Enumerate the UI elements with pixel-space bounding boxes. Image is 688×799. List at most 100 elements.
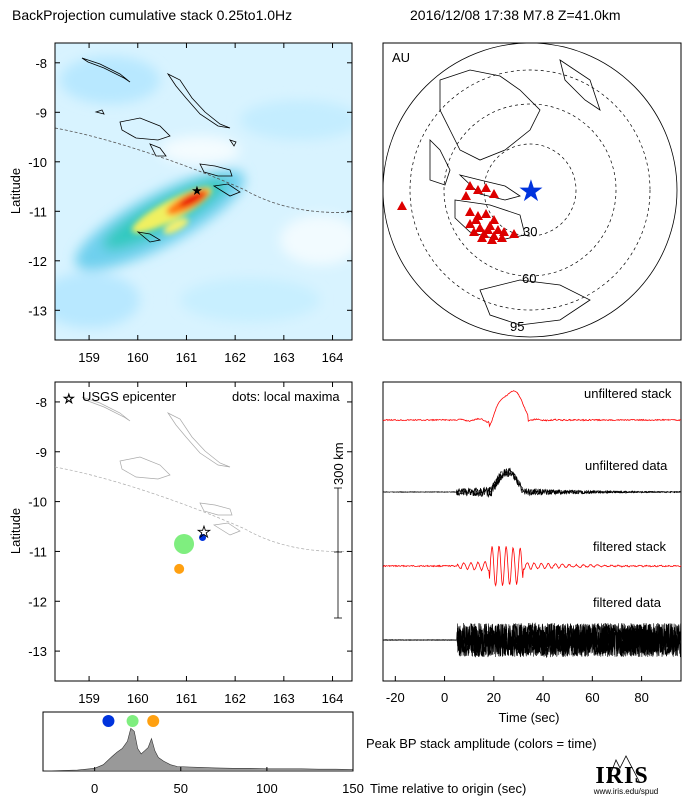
y-tick-label-1-4: -12 bbox=[28, 254, 47, 269]
coastlines-faint bbox=[55, 396, 352, 552]
map-region-label: AU bbox=[392, 50, 410, 65]
x-tick-label-1-5: 164 bbox=[322, 350, 344, 365]
chart-title: BackProjection cumulative stack 0.25to1.… bbox=[12, 7, 293, 23]
time-tick-label-3: 40 bbox=[536, 690, 550, 705]
iris-logo: IRIS www.iris.edu/spud bbox=[593, 755, 658, 796]
station-triangle-20 bbox=[487, 235, 497, 244]
local-maxima-dots bbox=[174, 533, 207, 574]
ring-label-95: 95 bbox=[510, 319, 524, 334]
maxima-dot-0 bbox=[199, 533, 207, 541]
epicenter-star-legend: ☆ bbox=[63, 391, 75, 406]
x-tick-label-3-4: 163 bbox=[273, 691, 295, 706]
scale-bar bbox=[334, 487, 342, 619]
time-tick-label-4: 60 bbox=[585, 690, 599, 705]
station-triangles bbox=[397, 181, 519, 244]
amplitude-area bbox=[42, 715, 354, 772]
amp-tick-label-3: 150 bbox=[342, 781, 364, 796]
ring-label-60: 60 bbox=[522, 271, 536, 286]
x-tick-label-1-4: 163 bbox=[273, 350, 295, 365]
x-tick-label-3-1: 160 bbox=[127, 691, 149, 706]
time-tick-label-5: 80 bbox=[634, 690, 648, 705]
station-triangle-11 bbox=[475, 223, 485, 232]
y-axis-label-1: Latitude bbox=[8, 168, 23, 214]
maxima-dot-2 bbox=[174, 563, 185, 574]
time-tick-label-1: 0 bbox=[441, 690, 448, 705]
station-triangle-17 bbox=[499, 227, 509, 236]
station-triangle-21 bbox=[497, 233, 507, 242]
time-tick-label-0: -20 bbox=[386, 690, 405, 705]
trace-filtered-stack bbox=[383, 545, 682, 587]
y-tick-label-1-2: -10 bbox=[28, 155, 47, 170]
station-triangle-5 bbox=[489, 189, 499, 198]
station-triangle-23 bbox=[483, 225, 493, 234]
x-tick-label-1-3: 162 bbox=[224, 350, 246, 365]
x-tick-label-3-3: 162 bbox=[224, 691, 246, 706]
event-star-blue: ★ bbox=[518, 175, 545, 208]
amplitude-fill bbox=[42, 727, 354, 772]
coastlines bbox=[81, 57, 241, 243]
station-triangle-2 bbox=[473, 185, 483, 194]
maxima-dot-1 bbox=[174, 533, 195, 554]
amp-tick-label-0: 0 bbox=[91, 781, 98, 796]
y-tick-label-3-5: -13 bbox=[28, 644, 47, 659]
trace-filtered-data bbox=[382, 622, 682, 659]
y-tick-label-1-3: -11 bbox=[29, 204, 47, 219]
time-axis-label: Time (sec) bbox=[499, 710, 560, 725]
iris-url: www.iris.edu/spud bbox=[593, 787, 658, 796]
amplitude-title: Peak BP stack amplitude (colors = time) bbox=[366, 736, 597, 751]
y-tick-label-1-1: -9 bbox=[35, 105, 47, 120]
x-tick-label-1-2: 161 bbox=[176, 350, 198, 365]
x-tick-label-3-2: 161 bbox=[176, 691, 198, 706]
trace-label-filtered-stack: filtered stack bbox=[593, 539, 666, 554]
y-tick-label-3-3: -11 bbox=[29, 544, 47, 559]
station-triangle-14 bbox=[469, 227, 479, 236]
trace-unfiltered-data bbox=[382, 467, 681, 498]
x-tick-label-3-5: 164 bbox=[322, 691, 344, 706]
station-triangle-19 bbox=[477, 233, 487, 242]
legend-dots: dots: local maxima bbox=[232, 389, 340, 404]
x-tick-label-1-0: 159 bbox=[78, 350, 100, 365]
ring-label-30: 30 bbox=[523, 224, 537, 239]
station-triangle-9 bbox=[489, 215, 499, 224]
y-tick-label-1-5: -13 bbox=[28, 303, 47, 318]
time-dot-1 bbox=[126, 715, 139, 727]
y-axis-label-3: Latitude bbox=[8, 508, 23, 554]
amplitude-frame bbox=[42, 711, 354, 772]
station-triangle-8 bbox=[481, 209, 491, 218]
y-tick-label-3-2: -10 bbox=[28, 495, 47, 510]
trace-label-unfiltered-data: unfiltered data bbox=[585, 458, 668, 473]
y-tick-label-3-0: -8 bbox=[35, 395, 47, 410]
trace-label-unfiltered-stack: unfiltered stack bbox=[584, 386, 672, 401]
station-triangle-0 bbox=[397, 201, 407, 210]
station-triangle-13 bbox=[493, 225, 503, 234]
x-tick-label-1-1: 160 bbox=[127, 350, 149, 365]
maxima-panel-frame bbox=[54, 381, 353, 682]
station-triangle-10 bbox=[465, 219, 475, 228]
station-triangle-3 bbox=[481, 183, 491, 192]
event-info: 2016/12/08 17:38 M7.8 Z=41.0km bbox=[410, 7, 621, 23]
trace-label-filtered-data: filtered data bbox=[593, 595, 662, 610]
amp-tick-label-2: 100 bbox=[256, 781, 278, 796]
y-tick-label-1-0: -8 bbox=[35, 56, 47, 71]
seismogram-traces bbox=[382, 390, 682, 659]
time-dot-2 bbox=[147, 715, 160, 727]
station-triangle-1 bbox=[465, 181, 475, 190]
legend-usgs: USGS epicenter bbox=[82, 389, 177, 404]
y-tick-label-3-1: -9 bbox=[35, 445, 47, 460]
station-triangle-22 bbox=[471, 215, 481, 224]
amp-tick-label-1: 50 bbox=[174, 781, 188, 796]
station-triangle-4 bbox=[461, 191, 471, 200]
epicenter-star-1: ★ bbox=[191, 183, 203, 198]
station-triangle-18 bbox=[509, 229, 519, 238]
trace-unfiltered-stack bbox=[382, 390, 681, 428]
time-tick-label-2: 20 bbox=[487, 690, 501, 705]
heatmap-field bbox=[55, 43, 352, 340]
epicenter-star-3: ★ bbox=[197, 524, 210, 541]
time-dot-0 bbox=[102, 715, 115, 727]
station-triangle-6 bbox=[465, 207, 475, 216]
iris-logo-text: IRIS bbox=[595, 763, 648, 789]
x-tick-label-3-0: 159 bbox=[78, 691, 100, 706]
y-tick-label-3-4: -12 bbox=[28, 594, 47, 609]
amplitude-x-label: Time relative to origin (sec) bbox=[370, 781, 526, 796]
